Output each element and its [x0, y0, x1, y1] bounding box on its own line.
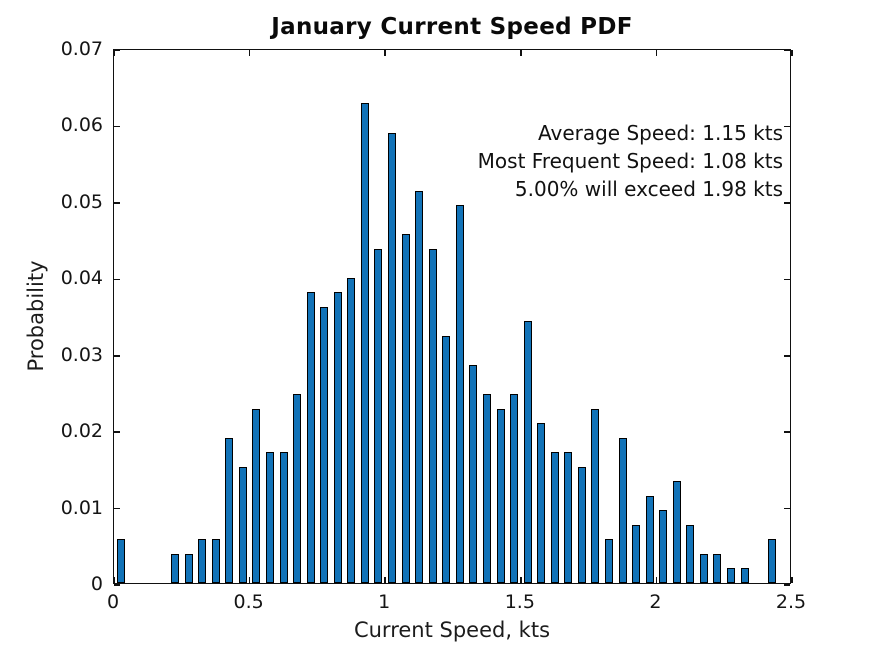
histogram-bar	[469, 365, 478, 583]
y-tick-label: 0.05	[60, 190, 103, 213]
histogram-bar	[591, 409, 600, 583]
histogram-bar	[727, 568, 735, 583]
y-tick-label: 0.06	[60, 114, 103, 137]
y-tick-mark	[114, 355, 120, 357]
histogram-bar	[415, 191, 424, 583]
histogram-bar	[496, 409, 505, 583]
y-tick-mark-right	[784, 202, 790, 204]
histogram-bar	[360, 103, 369, 583]
histogram-bar	[374, 249, 383, 583]
histogram-bar	[455, 205, 464, 583]
histogram-bar	[632, 525, 641, 583]
histogram-bar	[116, 539, 125, 583]
y-tick-mark-right	[784, 278, 790, 280]
y-tick-label: 0	[90, 573, 103, 595]
annotation-line-exceedance-speed: 5.00% will exceed 1.98 kts	[514, 177, 783, 201]
y-tick-mark-right	[784, 49, 790, 51]
annotation-line-most-frequent-speed: Most Frequent Speed: 1.08 kts	[477, 149, 783, 173]
x-tick-label: 0	[106, 591, 120, 613]
histogram-bar	[510, 394, 518, 583]
x-tick-mark-top	[655, 50, 658, 56]
histogram-bar	[523, 321, 532, 583]
histogram-bar	[482, 394, 491, 583]
y-tick-mark-right	[784, 355, 790, 357]
y-tick-mark	[114, 125, 120, 128]
histogram-bar	[659, 510, 668, 583]
x-tick-mark	[791, 577, 793, 583]
y-tick-mark	[114, 584, 120, 586]
y-tick-mark	[114, 49, 120, 51]
x-tick-label: 2	[649, 591, 662, 613]
y-tick-label: 0.03	[60, 343, 103, 366]
histogram-bar	[225, 438, 234, 583]
histogram-bar	[550, 452, 559, 583]
x-tick-mark	[655, 577, 658, 583]
y-tick-mark	[114, 278, 120, 280]
histogram-bar	[672, 481, 681, 583]
y-tick-mark-right	[784, 507, 790, 510]
histogram-bar	[767, 539, 776, 583]
y-tick-mark	[114, 431, 120, 433]
histogram-bar	[252, 409, 261, 583]
histogram-bar	[401, 234, 410, 583]
histogram-bar	[604, 539, 613, 583]
x-tick-mark-top	[248, 50, 251, 56]
histogram-bar	[740, 568, 749, 583]
x-tick-mark	[384, 577, 386, 583]
histogram-bar	[333, 292, 342, 583]
histogram-bar	[238, 467, 247, 583]
histogram-bar	[198, 539, 207, 583]
histogram-bar	[618, 438, 627, 583]
histogram-bar	[564, 452, 573, 583]
histogram-bar	[306, 292, 315, 583]
y-tick-mark-right	[784, 431, 790, 433]
y-tick-label: 0.07	[60, 38, 103, 60]
histogram-bar	[265, 452, 274, 583]
x-tick-mark-top	[520, 50, 522, 56]
y-tick-label: 0.04	[60, 267, 103, 290]
histogram-bar	[171, 554, 179, 583]
histogram-bar	[320, 307, 329, 583]
y-tick-label: 0.02	[60, 420, 103, 443]
histogram-bar	[428, 249, 437, 583]
histogram-bar	[388, 133, 396, 583]
x-tick-label: 1.5	[504, 591, 535, 613]
histogram-bar	[713, 554, 722, 583]
x-tick-mark-top	[384, 50, 386, 56]
x-tick-mark-top	[791, 50, 793, 56]
x-tick-label: 1	[378, 591, 391, 613]
annotation-line-average-speed: Average Speed: 1.15 kts	[537, 121, 783, 145]
histogram-bar	[442, 336, 451, 583]
x-tick-mark	[248, 577, 251, 583]
x-tick-mark	[113, 577, 115, 583]
x-tick-mark	[520, 577, 522, 583]
y-tick-mark	[114, 507, 120, 510]
histogram-bar	[211, 539, 220, 583]
histogram-bar	[293, 394, 302, 583]
x-tick-mark-top	[113, 50, 115, 56]
x-tick-label: 0.5	[233, 591, 264, 613]
histogram-bar	[347, 278, 356, 583]
histogram-bar	[577, 467, 586, 583]
chart-title: January Current Speed PDF	[271, 14, 633, 40]
histogram-bar	[184, 554, 193, 583]
histogram-bar	[537, 423, 546, 583]
y-tick-mark-right	[784, 125, 790, 128]
x-axis-label: Current Speed, kts	[353, 618, 551, 642]
y-tick-mark	[114, 202, 120, 204]
histogram-bar	[699, 554, 708, 583]
histogram-bar	[686, 525, 695, 583]
histogram-bar	[645, 496, 654, 583]
annotation-block: Average Speed: 1.15 kts Most Frequent Sp…	[478, 119, 783, 203]
y-tick-label: 0.01	[60, 496, 103, 519]
y-tick-mark-right	[784, 584, 790, 586]
plot-area	[113, 49, 793, 586]
x-tick-label: 2.5	[775, 591, 807, 613]
histogram-bar	[279, 452, 288, 583]
